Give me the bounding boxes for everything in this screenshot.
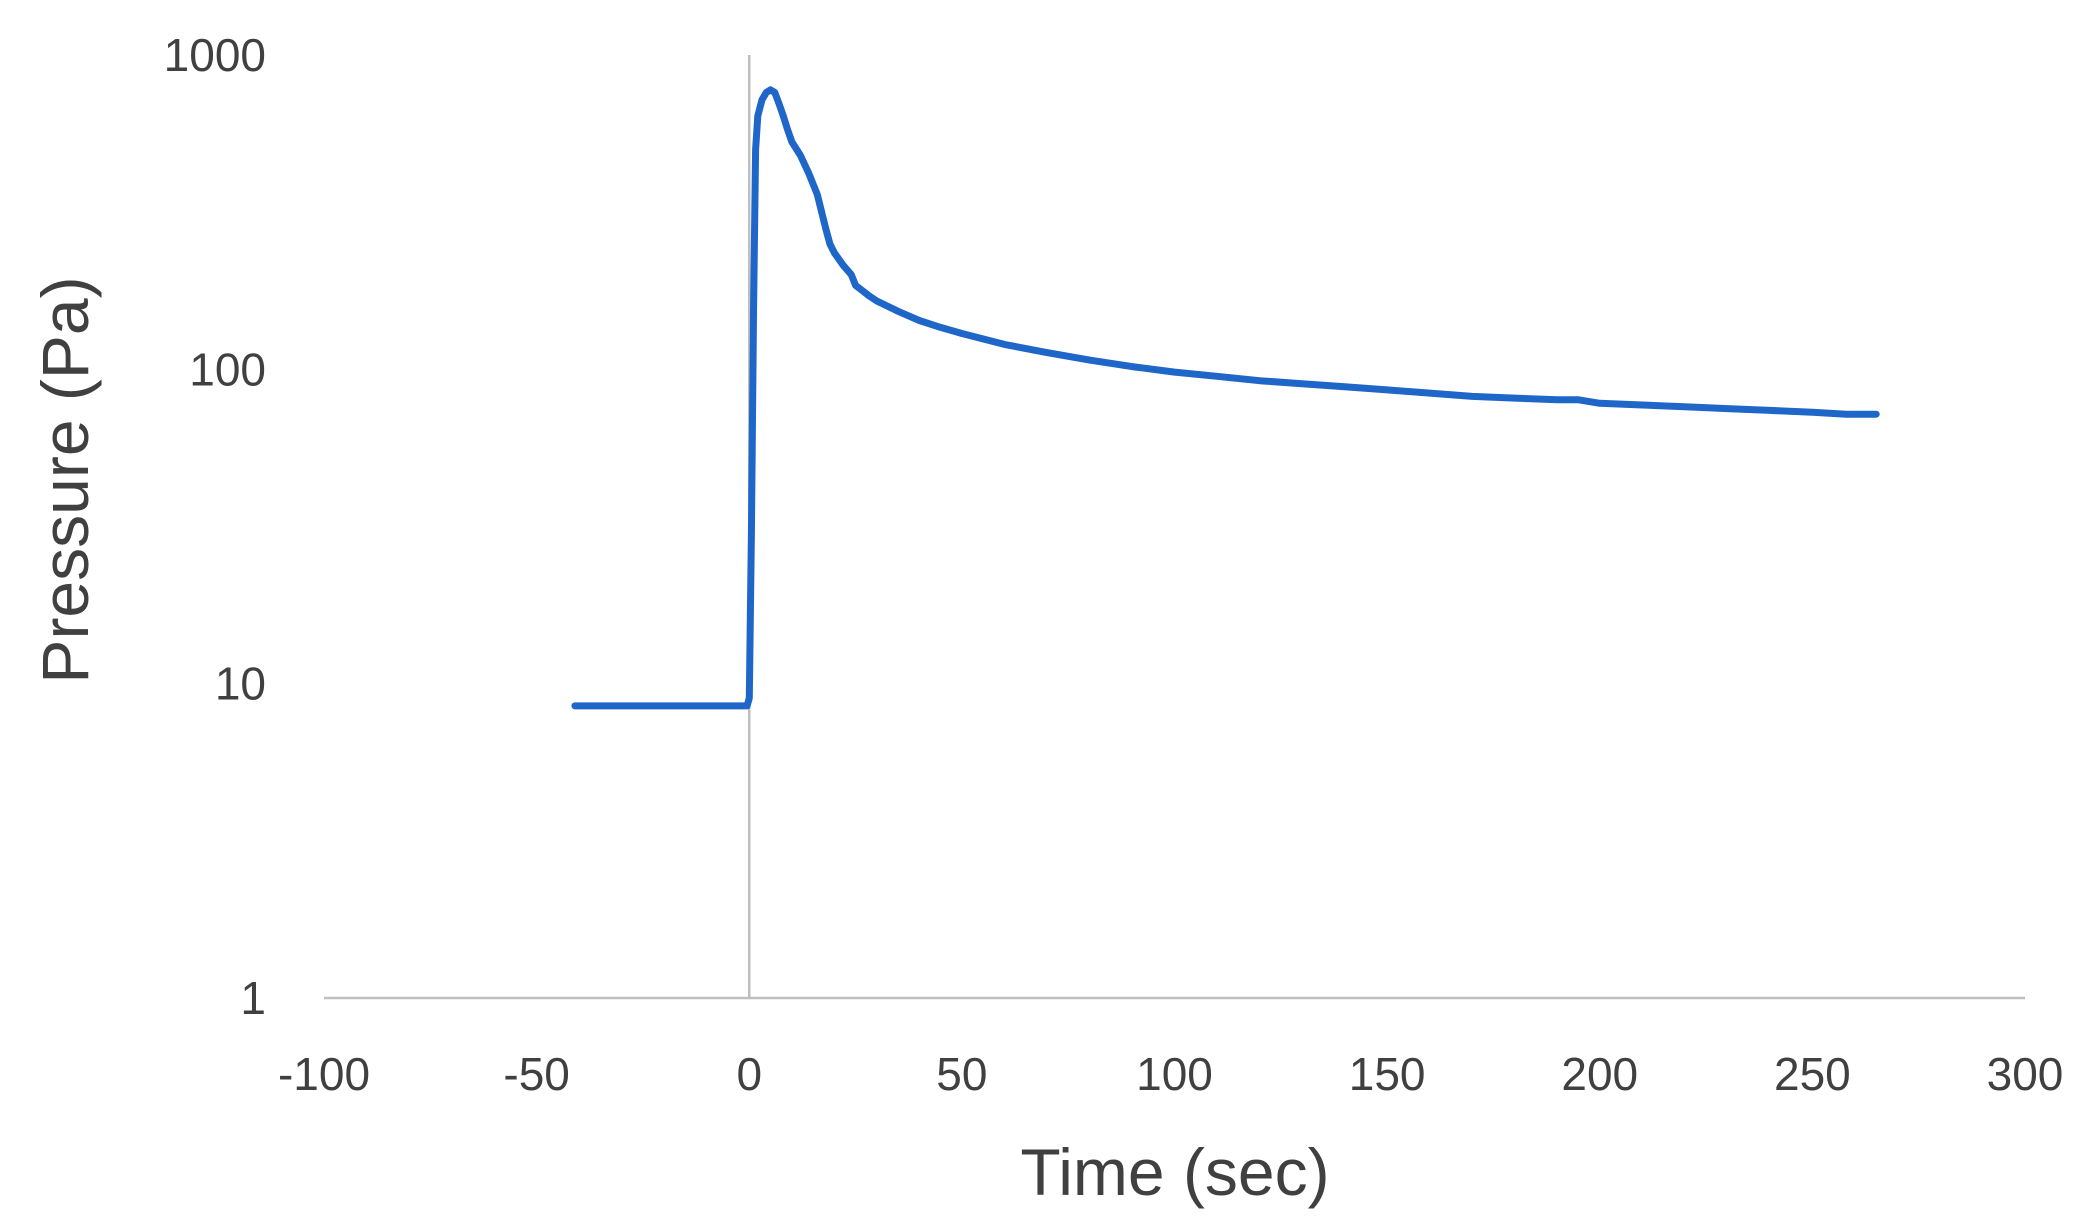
x-tick-label: 250 xyxy=(1774,1048,1851,1100)
x-axis-title: Time (sec) xyxy=(1020,1135,1329,1209)
x-tick-label: 0 xyxy=(736,1048,762,1100)
tick-labels-layer: -100 -50 0 50 100 150 200 250 300 1 10 100 1000 xyxy=(164,29,2064,1100)
y-tick-label: 1000 xyxy=(164,29,266,81)
series-layer xyxy=(571,86,1880,710)
x-tick-label: 300 xyxy=(1987,1048,2064,1100)
x-tick-label: -50 xyxy=(503,1048,569,1100)
x-tick-label: 100 xyxy=(1136,1048,1213,1100)
x-tick-label: 200 xyxy=(1561,1048,1638,1100)
y-axis-title: Pressure (Pa) xyxy=(28,276,102,683)
x-tick-label: 150 xyxy=(1349,1048,1426,1100)
y-tick-label: 10 xyxy=(215,658,266,710)
x-tick-label: 50 xyxy=(936,1048,987,1100)
y-tick-label: 100 xyxy=(189,343,266,395)
y-tick-label: 1 xyxy=(240,972,266,1024)
axes-layer xyxy=(324,55,2025,1000)
x-tick-label: -100 xyxy=(278,1048,370,1100)
pressure-series-line xyxy=(571,86,1880,710)
